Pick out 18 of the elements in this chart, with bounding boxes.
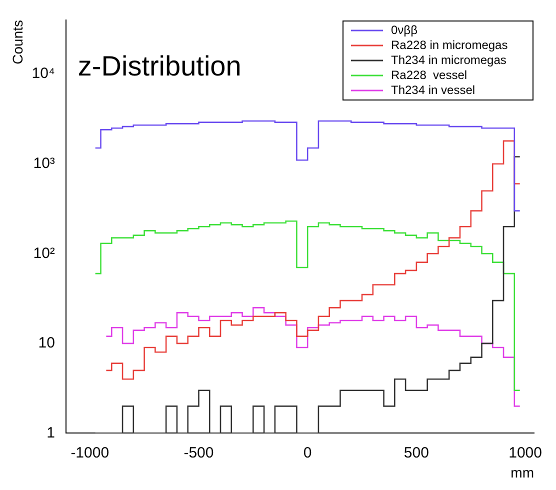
text: z-Distribution <box>78 50 242 82</box>
y-tick-label: 10 <box>38 334 55 352</box>
x-tick-label: -500 <box>184 444 214 462</box>
x-tick-label: 1000 <box>508 444 542 462</box>
x-axis-title: mm <box>510 464 534 480</box>
x-tick-label: 500 <box>404 444 429 462</box>
legend-label: 0νββ <box>391 22 418 37</box>
y-tick-label: 1 <box>46 424 55 442</box>
y-tick-label: 10³ <box>33 154 55 172</box>
x-tick-label: 0 <box>303 444 312 462</box>
legend-label: Ra228 in micromegas <box>391 38 508 52</box>
legend-label: Th234 in micromegas <box>391 52 506 67</box>
legend-label: Th234 in vessel <box>391 82 476 97</box>
x-tick-label: -1000 <box>70 444 110 462</box>
legend-label: Ra228 vessel <box>391 68 468 82</box>
y-axis-title: Counts <box>9 20 26 64</box>
y-tick-label: 10⁴ <box>32 65 55 82</box>
y-tick-label: 10² <box>33 244 55 262</box>
